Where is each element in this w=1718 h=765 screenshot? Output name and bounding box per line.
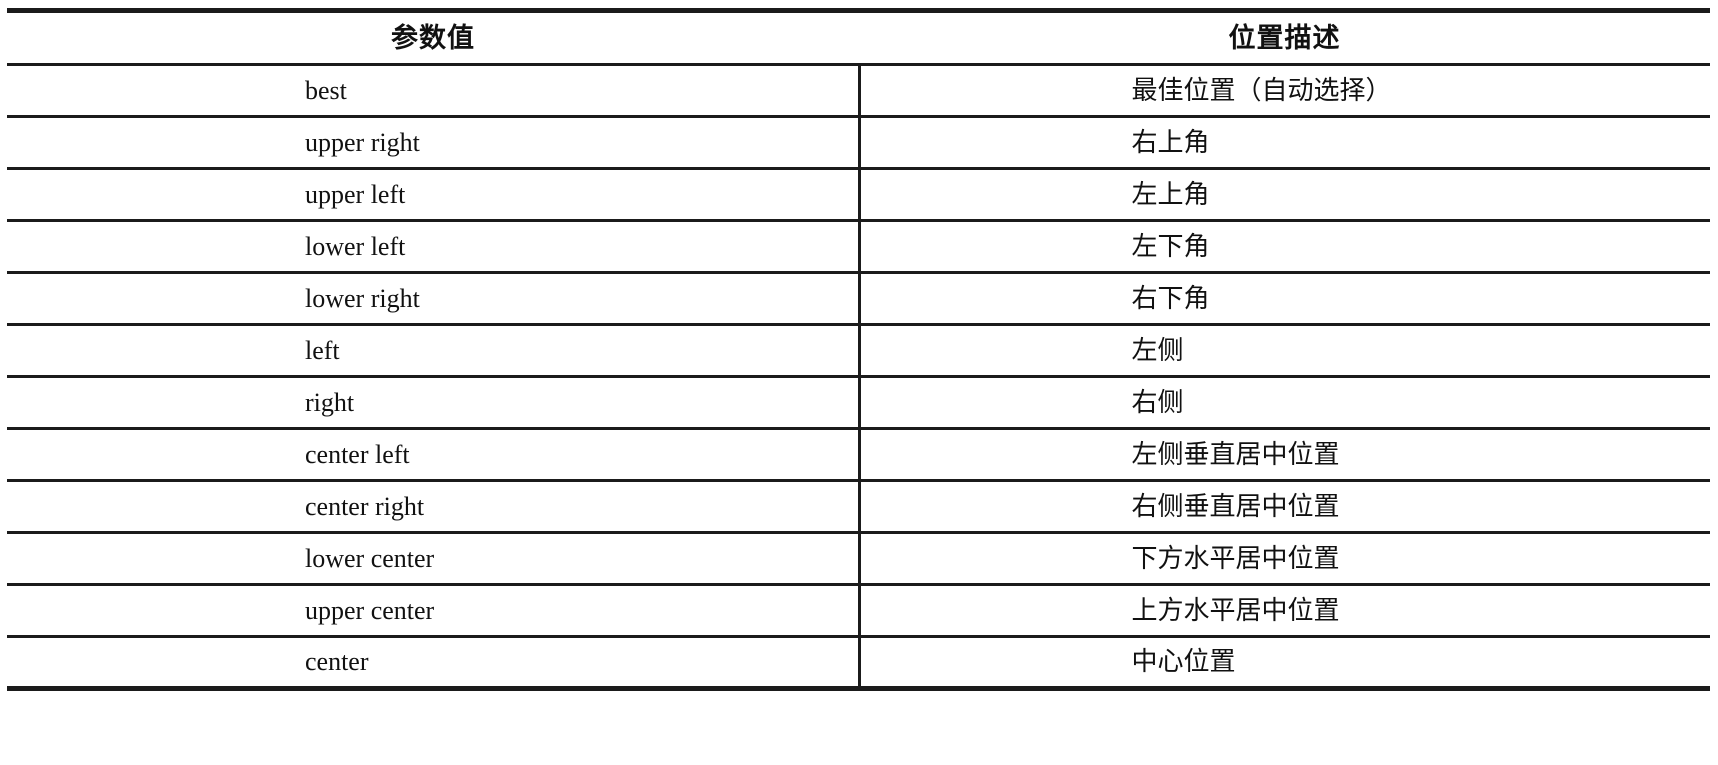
- cell-position-description: 左下角: [859, 220, 1710, 274]
- table-header-row: 参数值 位置描述: [7, 8, 1710, 66]
- cell-param-value: lower left: [7, 220, 861, 274]
- cell-position-description: 左侧垂直居中位置: [859, 428, 1710, 482]
- cell-position-description: 右侧垂直居中位置: [859, 480, 1710, 534]
- cell-param-value: best: [7, 64, 861, 118]
- cell-position-description: 右下角: [859, 272, 1710, 326]
- cell-position-description: 中心位置: [859, 636, 1710, 691]
- cell-param-value: center left: [7, 428, 861, 482]
- cell-param-value: upper left: [7, 168, 861, 222]
- cell-position-description: 下方水平居中位置: [859, 532, 1710, 586]
- table-row: lower right 右下角: [7, 272, 1710, 326]
- cell-param-value: center right: [7, 480, 861, 534]
- table-row: lower left 左下角: [7, 220, 1710, 274]
- table-row: lower center 下方水平居中位置: [7, 532, 1710, 586]
- cell-param-value: right: [7, 376, 861, 430]
- cell-position-description: 上方水平居中位置: [859, 584, 1710, 638]
- table-row: center right 右侧垂直居中位置: [7, 480, 1710, 534]
- cell-param-value: lower center: [7, 532, 861, 586]
- cell-param-value: lower right: [7, 272, 861, 326]
- table-header: 参数值 位置描述: [7, 8, 1710, 66]
- table-row: upper center 上方水平居中位置: [7, 584, 1710, 638]
- table-container: 参数值 位置描述 best 最佳位置（自动选择） upper right 右上角 upp…: [7, 8, 1710, 691]
- cell-position-description: 最佳位置（自动选择）: [859, 64, 1710, 118]
- cell-position-description: 左上角: [859, 168, 1710, 222]
- table-row: upper right 右上角: [7, 116, 1710, 170]
- table-row: center left 左侧垂直居中位置: [7, 428, 1710, 482]
- table-row: right 右侧: [7, 376, 1710, 430]
- table-body: best 最佳位置（自动选择） upper right 右上角 upper left 左上…: [7, 64, 1710, 691]
- cell-position-description: 右侧: [859, 376, 1710, 430]
- cell-param-value: upper center: [7, 584, 861, 638]
- table-row: left 左侧: [7, 324, 1710, 378]
- cell-param-value: center: [7, 636, 861, 691]
- legend-location-parameter-table: 参数值 位置描述 best 最佳位置（自动选择） upper right 右上角 upp…: [7, 8, 1710, 691]
- table-row: best 最佳位置（自动选择）: [7, 64, 1710, 118]
- cell-position-description: 左侧: [859, 324, 1710, 378]
- table-row: center 中心位置: [7, 636, 1710, 691]
- column-header-position-description: 位置描述: [859, 8, 1710, 66]
- table-row: upper left 左上角: [7, 168, 1710, 222]
- column-header-param-value: 参数值: [7, 8, 859, 66]
- cell-param-value: upper right: [7, 116, 861, 170]
- cell-param-value: left: [7, 324, 861, 378]
- cell-position-description: 右上角: [859, 116, 1710, 170]
